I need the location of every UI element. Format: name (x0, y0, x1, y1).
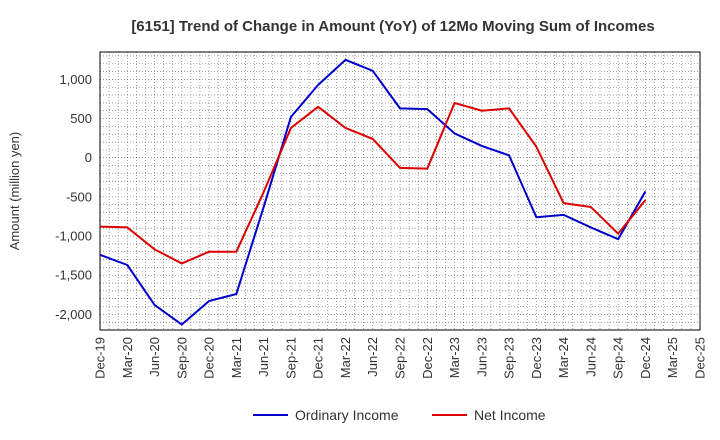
y-tick-label: -500 (66, 189, 92, 204)
series (99, 58, 647, 326)
x-tick-label: Mar-25 (665, 337, 680, 378)
x-tick-label: Dec-20 (202, 337, 217, 379)
chart-title: [6151] Trend of Change in Amount (YoY) o… (131, 18, 654, 35)
x-tick-label: Jun-21 (256, 337, 271, 377)
x-tick-label: Jun-22 (365, 337, 380, 377)
x-tick-label: Jun-24 (583, 337, 598, 377)
x-tick-label: Sep-24 (611, 337, 626, 379)
y-axis-label: Amount (million yen) (7, 132, 22, 251)
y-tick-label: 500 (70, 111, 92, 126)
x-tick-label: Dec-23 (529, 337, 544, 379)
plot-frame (99, 51, 701, 331)
legend-label: Net Income (474, 407, 546, 423)
grid (99, 52, 700, 331)
x-tick-label: Mar-20 (120, 337, 135, 378)
x-tick-label: Dec-22 (420, 337, 435, 379)
y-tick-label: -1,000 (55, 229, 92, 244)
series-line-net-income (99, 101, 647, 265)
y-tick-label: 0 (85, 150, 92, 165)
x-tick-label: Sep-20 (174, 337, 189, 379)
x-tick-label: Mar-24 (556, 337, 571, 378)
x-tick-label: Dec-19 (93, 337, 108, 379)
x-tick-label: Dec-25 (693, 337, 708, 379)
x-tick-label: Jun-23 (474, 337, 489, 377)
x-tick-label: Sep-22 (393, 337, 408, 379)
x-tick-label: Mar-23 (447, 337, 462, 378)
legend-label: Ordinary Income (295, 407, 399, 423)
y-tick-label: -2,000 (55, 307, 92, 322)
x-tick-label: Dec-24 (638, 337, 653, 379)
x-tick-label: Sep-23 (502, 337, 517, 379)
x-tick-label: Jun-20 (147, 337, 162, 377)
x-tick-label: Mar-21 (229, 337, 244, 378)
x-ticks: Dec-19 Mar-20 Jun-20 Sep-20 Dec-20 Mar-21 Jun-… (93, 337, 708, 379)
y-ticks: 1,000 500 0 -500 -1,000 -1,500 -2,000 (55, 72, 92, 322)
series-line-ordinary-income (99, 58, 647, 326)
y-tick-label: 1,000 (59, 72, 92, 87)
x-tick-label: Mar-22 (338, 337, 353, 378)
legend: Ordinary Income Net Income (253, 407, 546, 423)
y-tick-label: -1,500 (55, 268, 92, 283)
x-tick-label: Dec-21 (311, 337, 326, 379)
x-tick-label: Sep-21 (283, 337, 298, 379)
